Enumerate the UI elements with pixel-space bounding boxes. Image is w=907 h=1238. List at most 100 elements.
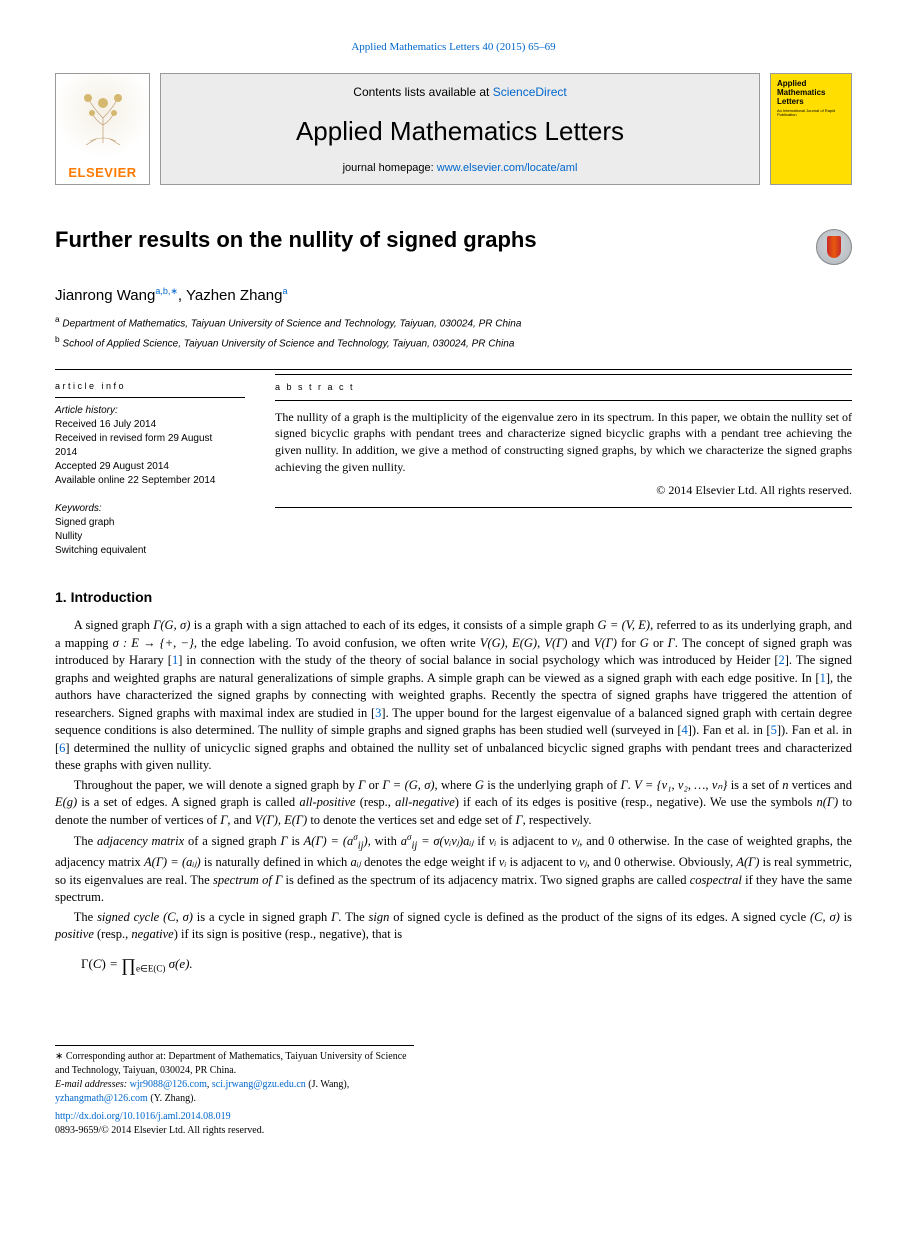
footnotes: ∗ Corresponding author at: Department of… (55, 1045, 414, 1106)
t: , the edge labeling. (194, 636, 292, 650)
affiliation-a-text: Department of Mathematics, Taiyuan Unive… (62, 319, 521, 330)
t: if (474, 834, 489, 848)
masthead: ELSEVIER Contents lists available at Sci… (55, 73, 852, 185)
author-1-affil-link[interactable]: a,b,∗ (155, 286, 178, 296)
para-4: The signed cycle (C, σ) is a cycle in si… (55, 909, 852, 944)
section-1-head: 1. Introduction (55, 588, 852, 608)
doi-link[interactable]: http://dx.doi.org/10.1016/j.aml.2014.08.… (55, 1111, 231, 1122)
t: (resp., (94, 927, 132, 941)
history-online: Available online 22 September 2014 (55, 474, 245, 488)
email-3-link[interactable]: yzhangmath@126.com (55, 1093, 148, 1104)
history-label: Article history: (55, 404, 245, 418)
journal-homepage-link[interactable]: www.elsevier.com/locate/aml (437, 162, 578, 174)
t: is naturally defined in which (201, 855, 351, 869)
t: is a set of edges. A signed graph is cal… (77, 795, 299, 809)
t: to denote the vertices set and edge set … (307, 813, 515, 827)
abstract-column: a b s t r a c t The nullity of a graph i… (275, 374, 852, 558)
keyword-1: Signed graph (55, 516, 245, 530)
header-reference: Applied Mathematics Letters 40 (2015) 65… (55, 40, 852, 55)
emails-label: E-mail addresses: (55, 1079, 130, 1090)
t: A signed graph (74, 618, 154, 632)
ref-5-link[interactable]: 5 (771, 723, 777, 737)
keywords-head: Keywords: (55, 502, 245, 516)
t: ] determined the nullity of unicyclic si… (55, 741, 852, 773)
elsevier-logo[interactable]: ELSEVIER (55, 73, 150, 185)
abstract-head: a b s t r a c t (275, 381, 852, 394)
journal-cover-thumb[interactable]: Applied Mathematics Letters An Internati… (770, 73, 852, 185)
t: is defined as the spectrum of its adjace… (282, 873, 690, 887)
sciencedirect-link[interactable]: ScienceDirect (493, 85, 567, 99)
t: ]). Fan et al. in [ (688, 723, 771, 737)
t: is a set of (727, 778, 782, 792)
journal-homepage-line: journal homepage: www.elsevier.com/locat… (343, 161, 578, 176)
t: The (74, 910, 97, 924)
t: ) if its sign is positive (resp., negati… (174, 927, 402, 941)
authors: Jianrong Wanga,b,∗, Yazhen Zhanga (55, 285, 852, 306)
crossmark-icon[interactable] (816, 229, 852, 265)
abstract-text: The nullity of a graph is the multiplici… (275, 409, 852, 476)
corresponding-author: ∗ Corresponding author at: Department of… (55, 1050, 414, 1078)
history-revised: Received in revised form 29 August (55, 432, 245, 446)
t: The (74, 834, 97, 848)
t: vertices and (788, 778, 852, 792)
title-block: Further results on the nullity of signed… (55, 225, 852, 265)
paper-title: Further results on the nullity of signed… (55, 225, 804, 255)
t: of a signed graph (184, 834, 280, 848)
t: is the underlying graph of (484, 778, 621, 792)
t: otherwise. Obviously, (621, 855, 737, 869)
affiliation-b: b School of Applied Science, Taiyuan Uni… (55, 334, 852, 351)
t: is (840, 910, 852, 924)
t: if each of its edges is positive (resp.,… (459, 795, 817, 809)
t: ] in connection with the (178, 653, 300, 667)
t: (J. Wang), (306, 1079, 349, 1090)
header-reference-link[interactable]: Applied Mathematics Letters 40 (2015) 65… (351, 41, 555, 53)
t: , with (368, 834, 401, 848)
keyword-2: Nullity (55, 530, 245, 544)
cover-subtitle: An International Journal of Rapid Public… (777, 109, 845, 117)
journal-name: Applied Mathematics Letters (296, 113, 624, 149)
para-2: Throughout the paper, we will denote a s… (55, 777, 852, 830)
para-3: The adjacency matrix of a signed graph Γ… (55, 831, 852, 907)
author-1: Jianrong Wang (55, 287, 155, 304)
info-row: a r t i c l e i n f o Article history: R… (55, 374, 852, 558)
email-2-link[interactable]: sci.jrwang@gzu.edu.cn (212, 1079, 306, 1090)
history-accepted: Accepted 29 August 2014 (55, 460, 245, 474)
affiliation-b-text: School of Applied Science, Taiyuan Unive… (62, 338, 514, 349)
abstract-copyright: © 2014 Elsevier Ltd. All rights reserved… (275, 482, 852, 499)
cover-title: Applied Mathematics Letters (777, 80, 845, 106)
t: , and (227, 813, 254, 827)
t: is adjacent to (506, 855, 579, 869)
affiliation-a: a Department of Mathematics, Taiyuan Uni… (55, 314, 852, 331)
t: is adjacent to (496, 834, 571, 848)
equation-1: Γ(C) = ∏e∈E(C) σ(e). (81, 950, 852, 975)
keyword-3: Switching equivalent (55, 544, 245, 558)
t: (Y. Zhang). (148, 1093, 196, 1104)
email-1-link[interactable]: wjr9088@126.com (130, 1079, 207, 1090)
homepage-pre: journal homepage: (343, 162, 437, 174)
t: is (288, 834, 304, 848)
contents-list-line: Contents lists available at ScienceDirec… (353, 84, 566, 101)
t: Throughout the paper, we will denote a s… (74, 778, 358, 792)
history-received: Received 16 July 2014 (55, 418, 245, 432)
contents-pre: Contents lists available at (353, 85, 492, 99)
body-text: A signed graph Γ(G, σ) is a graph with a… (55, 617, 852, 944)
history-revised-year: 2014 (55, 446, 245, 460)
divider (55, 369, 852, 370)
elsevier-wordmark: ELSEVIER (68, 162, 136, 184)
t: of signed cycle is defined as the produc… (389, 910, 810, 924)
journal-banner: Contents lists available at ScienceDirec… (160, 73, 760, 185)
t: is a graph with a sign attached to each … (190, 618, 597, 632)
author-2: Yazhen Zhang (186, 287, 282, 304)
emails-line: E-mail addresses: wjr9088@126.com, sci.j… (55, 1078, 414, 1106)
bottom-rights: 0893-9659/© 2014 Elsevier Ltd. All right… (55, 1124, 852, 1138)
elsevier-tree-icon (56, 74, 149, 162)
doi-block: http://dx.doi.org/10.1016/j.aml.2014.08.… (55, 1110, 852, 1124)
article-history: a r t i c l e i n f o Article history: R… (55, 374, 245, 558)
article-info-head: a r t i c l e i n f o (55, 380, 245, 393)
author-2-affil-link[interactable]: a (282, 286, 287, 296)
para-1: A signed graph Γ(G, σ) is a graph with a… (55, 617, 852, 775)
t: . The (338, 910, 368, 924)
t: , where (435, 778, 475, 792)
t: denotes the edge weight if (361, 855, 499, 869)
t: is a cycle in signed graph (193, 910, 331, 924)
